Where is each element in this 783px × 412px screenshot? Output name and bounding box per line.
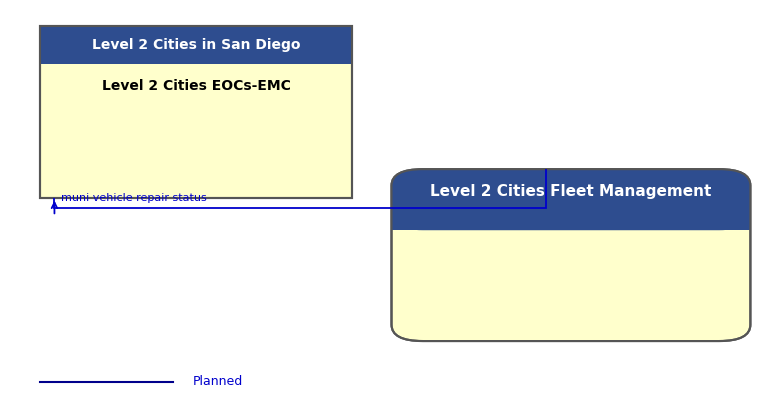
Text: Planned: Planned [193,375,243,389]
FancyBboxPatch shape [392,169,750,341]
Bar [41,26,352,64]
Bar [41,26,352,198]
Text: Level 2 Cities Fleet Management: Level 2 Cities Fleet Management [431,184,712,199]
Bar [41,26,352,198]
Text: Level 2 Cities EOCs-EMC: Level 2 Cities EOCs-EMC [102,79,290,93]
Bar [392,214,750,230]
Text: muni vehicle repair status: muni vehicle repair status [61,193,207,203]
FancyBboxPatch shape [392,169,750,230]
Text: Level 2 Cities in San Diego: Level 2 Cities in San Diego [92,38,301,52]
